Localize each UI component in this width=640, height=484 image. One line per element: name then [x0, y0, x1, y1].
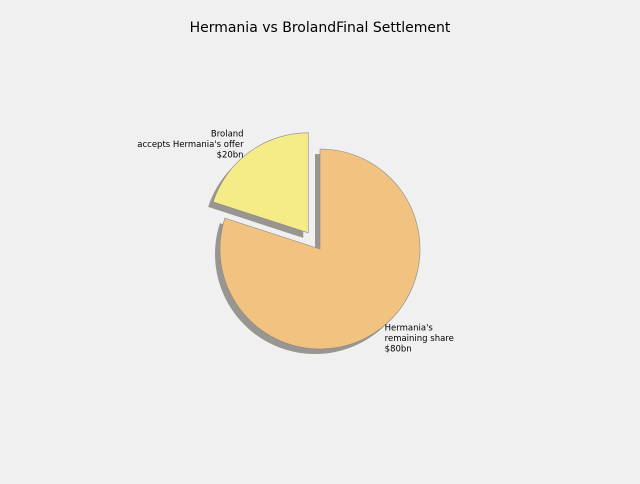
- slice-label-line: remaining share: [385, 334, 454, 344]
- pie-slice: [212, 132, 309, 234]
- slice-label-line: Hermania's: [385, 323, 434, 333]
- slice-labels: Hermania's remaining share $80bn Broland acc…: [137, 129, 454, 354]
- slice-label-line: $80bn: [385, 344, 412, 354]
- slice-label: Hermania's remaining share $80bn: [385, 323, 454, 354]
- chart-title: Hermania vs BrolandFinal Settlement: [190, 20, 451, 36]
- slice-label-line: Broland: [211, 129, 244, 139]
- pie-slice: [219, 148, 421, 350]
- slice-label-line: accepts Hermania's offer: [137, 140, 244, 150]
- slice-label: Broland accepts Hermania's offer $20bn: [137, 129, 244, 160]
- slice-label-line: $20bn: [217, 150, 244, 160]
- pie-slices: [212, 132, 421, 350]
